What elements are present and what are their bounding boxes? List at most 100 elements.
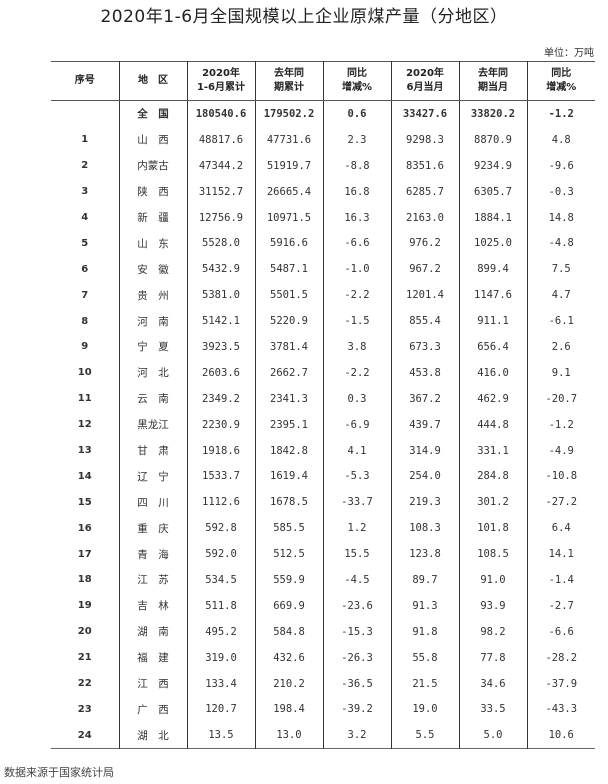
cell-june-2020: 6285.7 [390,178,459,205]
table-row: 18 江 苏 534.5 559.9 -4.5 89.7 91.0 -1.4 [51,567,595,593]
cell-cum-last-year: 1619.4 [254,463,323,490]
header-cum-last-year: 去年同 期累计 [254,61,323,101]
header-region: 地 区 [118,61,187,101]
cell-cum-2020: 1918.6 [186,437,255,464]
cell-cum-yoy: 0.3 [322,385,391,412]
cell-cum-2020: 5142.1 [186,308,255,335]
cell-june-yoy: 6.4 [526,515,595,542]
cell-june-2020: 673.3 [390,334,459,360]
cell-cum-2020: 5381.0 [186,282,255,309]
cell-june-last-year: 284.8 [458,463,527,490]
cell-region: 福 建 [118,644,187,671]
cell-seq: 17 [77,548,92,560]
cell-june-yoy: 10.6 [526,722,595,749]
cell-seq: 3 [81,186,89,198]
cell-cum-2020: 12756.9 [186,204,255,231]
cell-cum-2020: 31152.7 [186,178,255,205]
cell-cum-last-year: 3781.4 [254,334,323,360]
cell-cum-yoy: 16.8 [322,178,391,205]
cell-cum-last-year: 198.4 [254,696,323,723]
cell-june-2020: 254.0 [390,463,459,490]
header-text: 2020年 [202,68,240,79]
cell-seq: 24 [77,729,92,741]
cell-cum-last-year: 559.9 [254,567,323,593]
cell-seq: 1 [81,134,89,146]
cell-cum-last-year: 2662.7 [254,359,323,386]
cell-june-yoy: 4.8 [526,126,595,153]
cell-cum-2020: 3923.5 [186,334,255,360]
cell-june-2020: 33427.6 [390,100,459,127]
cell-seq: 8 [81,315,89,327]
cell-region: 宁 夏 [118,334,187,360]
cell-june-yoy: 9.1 [526,359,595,386]
header-text: 增减% [341,82,373,93]
cell-june-yoy: -28.2 [526,644,595,671]
cell-june-last-year: 5.0 [458,722,527,749]
cell-seq: 14 [77,470,92,482]
table-header-row: 序号地 区 2020年 1-6月累计 去年同 期累计 同比 增减% 2020年 6月当月 去年同期… [51,61,595,101]
cell-june-last-year: 34.6 [458,670,527,697]
cell-june-last-year: 462.9 [458,385,527,412]
cell-region: 山 西 [118,126,187,153]
cell-cum-last-year: 5916.6 [254,230,323,257]
page-title: 2020年1-6月全国规模以上企业原煤产量（分地区） [100,7,508,27]
cell-cum-2020: 133.4 [186,670,255,697]
cell-june-yoy: -6.6 [526,618,595,645]
cell-seq: 6 [81,263,89,275]
cell-june-yoy: -1.4 [526,567,595,593]
cell-june-yoy: -6.1 [526,308,595,335]
cell-cum-2020: 120.7 [186,696,255,723]
cell-region: 重 庆 [118,515,187,542]
table-row: 23 广 西 120.7 198.4 -39.2 19.0 33.5 -43.3 [51,696,595,723]
cell-cum-yoy: -33.7 [322,489,391,516]
cell-june-yoy: -1.2 [526,100,595,127]
cell-june-2020: 855.4 [390,308,459,335]
cell-cum-yoy: -6.9 [322,411,391,438]
cell-june-last-year: 108.5 [458,541,527,568]
cell-region: 云 南 [118,385,187,412]
header-text: 期当月 [478,82,508,93]
cell-cum-yoy: -39.2 [322,696,391,723]
table-row: 19 吉 林 511.8 669.9 -23.6 91.3 93.9 -2.7 [51,592,595,619]
cell-june-yoy: -4.9 [526,437,595,464]
cell-cum-yoy: -26.3 [322,644,391,671]
cell-june-2020: 91.8 [390,618,459,645]
cell-cum-last-year: 5501.5 [254,282,323,309]
cell-june-yoy: -37.9 [526,670,595,697]
cell-seq: 2 [81,160,89,172]
table-row: 16 重 庆 592.8 585.5 1.2 108.3 101.8 6.4 [51,515,595,542]
cell-cum-yoy: -15.3 [322,618,391,645]
table-row: 24 湖 北 13.5 13.0 3.2 5.5 5.0 10.6 [51,722,595,749]
cell-cum-yoy: -8.8 [322,152,391,179]
cell-region: 山 东 [118,230,187,257]
cell-region: 江 苏 [118,567,187,593]
cell-june-yoy: -0.3 [526,178,595,205]
cell-cum-yoy: -2.2 [322,359,391,386]
cell-seq: 22 [77,678,92,690]
cell-seq: 12 [77,419,92,431]
cell-june-yoy: 2.6 [526,334,595,360]
cell-cum-yoy: -1.5 [322,308,391,335]
cell-cum-2020: 48817.6 [186,126,255,153]
cell-region: 四 川 [118,489,187,516]
table-row: 20 湖 南 495.2 584.8 -15.3 91.8 98.2 -6.6 [51,618,595,645]
cell-cum-2020: 2603.6 [186,359,255,386]
cell-seq: 16 [77,522,92,534]
table-row: 22 江 西 133.4 210.2 -36.5 21.5 34.6 -37.9 [51,670,595,697]
cell-seq: 11 [77,393,92,405]
table-row: 11 云 南 2349.2 2341.3 0.3 367.2 462.9 -20.7 [51,385,595,412]
cell-june-last-year: 91.0 [458,567,527,593]
cell-june-yoy: -9.6 [526,152,595,179]
cell-cum-last-year: 10971.5 [254,204,323,231]
cell-region: 青 海 [118,541,187,568]
cell-cum-last-year: 1842.8 [254,437,323,464]
cell-june-2020: 453.8 [390,359,459,386]
cell-june-yoy: 7.5 [526,256,595,283]
cell-cum-2020: 2349.2 [186,385,255,412]
cell-region: 新 疆 [118,204,187,231]
cell-cum-yoy: -2.2 [322,282,391,309]
cell-region: 江 西 [118,670,187,697]
cell-cum-2020: 592.0 [186,541,255,568]
cell-cum-2020: 319.0 [186,644,255,671]
cell-june-last-year: 93.9 [458,592,527,619]
